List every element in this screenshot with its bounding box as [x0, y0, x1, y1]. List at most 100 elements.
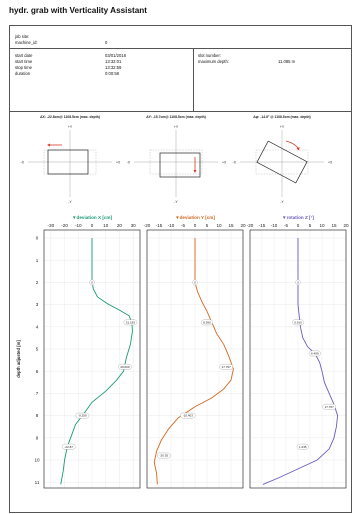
view-plus-y: +Y [68, 125, 73, 129]
stop-time-label: stop time [15, 65, 32, 70]
data-label-bubble [192, 279, 198, 286]
info-divider [10, 111, 351, 112]
data-label-bubble [292, 319, 304, 326]
data-label-bubble [75, 412, 90, 419]
x-tick-label: 5 [206, 223, 209, 228]
x-tick-label: 10 [319, 223, 325, 228]
machine-value: 0 [105, 40, 108, 45]
data-label-bubble [118, 363, 132, 370]
y-tick-label: 9 [36, 435, 39, 440]
data-label-bubble [61, 443, 76, 450]
data-label-text: 0 [297, 281, 299, 285]
y-tick-label: 11 [35, 480, 40, 485]
data-label-bubble [157, 452, 171, 459]
data-label-text: 17.797 [222, 365, 232, 369]
series-line [153, 238, 234, 485]
data-label-text: 6.499 [311, 352, 319, 356]
data-label-text: 8.590 [203, 320, 211, 324]
data-label: 29.000 [118, 363, 132, 370]
max-depth-value: 11.085 m [278, 59, 296, 64]
data-label: 31.183 [123, 319, 138, 326]
chart-title: ▼rotation Z [°] [282, 215, 314, 220]
duration-value: 0:00:58 [105, 71, 119, 76]
x-tick-label: 5 [309, 223, 312, 228]
data-label-text: -9.256 [78, 414, 87, 418]
x-tick-label: -10 [168, 223, 175, 228]
data-label: 0 [192, 279, 198, 286]
start-time-label: start time [15, 59, 33, 64]
info-column-divider [193, 49, 194, 111]
data-label: 6.499 [308, 350, 321, 357]
x-tick-label: 20 [117, 223, 123, 228]
start-time-value: 13:32:01 [105, 59, 122, 64]
view-plus-x: +X [222, 161, 227, 165]
chart-frame [249, 229, 347, 489]
data-label-text: -22.87 [64, 445, 73, 449]
x-tick-label: 15 [228, 223, 234, 228]
rotation-arrow [285, 140, 299, 149]
x-tick-label: -15 [156, 223, 163, 228]
data-label-bubble [201, 319, 213, 326]
data-label: 1.235 [296, 443, 309, 450]
data-label-text: 29.000 [120, 365, 130, 369]
machine-label: machine_id: [15, 40, 38, 45]
data-label-bubble [295, 279, 301, 286]
header-divider [10, 48, 351, 49]
x-tick-label: 10 [103, 223, 109, 228]
job-site-label: job site: [15, 34, 30, 39]
data-label-bubble [322, 403, 336, 410]
data-label-text: -20.35 [160, 454, 169, 458]
data-label-text: 17.707 [325, 405, 335, 409]
data-label: 17.797 [219, 363, 233, 370]
duration-label: duration [15, 71, 31, 76]
report-title: hydr. grab with Verticality Assistant [9, 6, 148, 15]
data-label: 17.707 [322, 403, 336, 410]
data-label-bubble [296, 443, 309, 450]
view-plus-x: +X [328, 161, 333, 165]
view-minus-y: -Y [174, 200, 178, 204]
plan-view-3: Δφ: -14.6° @ 1108.5cm (max. depth) +Y -Y -X… [233, 115, 333, 204]
y-tick-label: 5 [36, 347, 39, 352]
shift-arrow-x-head [47, 143, 50, 147]
view-minus-x: -X [233, 161, 237, 165]
grab-outline-y [159, 152, 201, 178]
data-label-text: 0 [194, 281, 196, 285]
data-label-bubble [219, 363, 233, 370]
y-tick-label: 7 [36, 391, 39, 396]
view-minus-x: -X [21, 161, 25, 165]
view-plus-x: +X [116, 161, 121, 165]
start-date-label: start date [15, 53, 33, 58]
data-label-text: -10.403 [183, 414, 194, 418]
slot-number-label: slot number: [198, 53, 222, 58]
data-label: -20.35 [157, 452, 171, 459]
x-tick-label: -10 [75, 223, 82, 228]
x-tick-label: -30 [48, 223, 55, 228]
x-tick-label: 0 [297, 223, 300, 228]
data-label-text: 1.235 [299, 445, 307, 449]
x-tick-label: 10 [216, 223, 222, 228]
x-tick-label: -10 [271, 223, 278, 228]
x-tick-label: -20 [144, 223, 151, 228]
x-tick-label: 0 [194, 223, 197, 228]
stop-time-value: 13:32:59 [105, 65, 122, 70]
data-label-bubble [89, 279, 95, 286]
data-label-text: 0 [91, 281, 93, 285]
data-label: 0 [295, 279, 301, 286]
grab-outline-rotation [256, 140, 308, 184]
view-caption: Δφ: -14.6° @ 1108.5cm (max. depth) [253, 115, 310, 119]
data-label: -10.403 [180, 412, 196, 419]
x-tick-label: 30 [131, 223, 137, 228]
chart-frame [146, 229, 244, 489]
y-tick-label: 4 [36, 324, 39, 329]
report-frame: job site: machine_id: 0 start date 03/01… [9, 25, 352, 513]
x-tick-label: 20 [240, 223, 246, 228]
x-tick-label: -5 [181, 223, 186, 228]
x-tick-label: -5 [284, 223, 289, 228]
chart-y: ▼deviation Y [cm] -20 -15 -10 -5 0 5 10 15 20 0 8.5… [144, 215, 246, 489]
y-tick-label: 2 [36, 280, 39, 285]
data-label-bubble [308, 350, 321, 357]
view-minus-y: -Y [68, 200, 72, 204]
data-label-bubble [180, 412, 196, 419]
data-label: 8.590 [201, 319, 213, 326]
